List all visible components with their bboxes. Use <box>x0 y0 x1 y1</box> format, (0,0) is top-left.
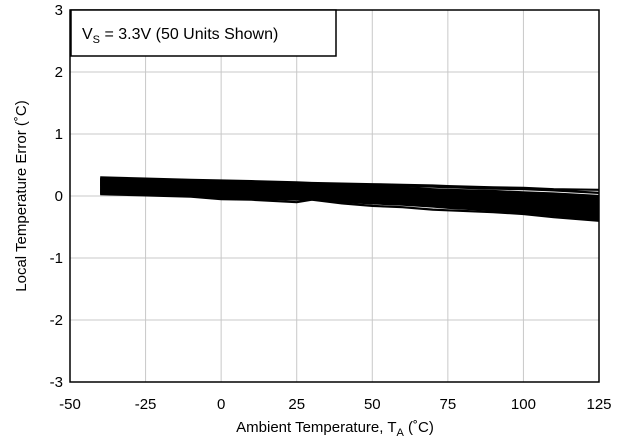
y-tick-label: -3 <box>50 374 63 391</box>
y-tick-label: 2 <box>55 64 63 81</box>
annotation-suffix: = 3.3V (50 Units Shown) <box>100 26 278 43</box>
x-tick-label: -25 <box>135 396 157 413</box>
x-tick-label: 100 <box>511 396 536 413</box>
series-line-29 <box>100 181 600 204</box>
x-tick-labels: -50 -25 0 25 50 75 100 125 <box>59 396 611 413</box>
x-axis-label-subscript: A <box>397 427 405 439</box>
x-tick-label: 50 <box>364 396 381 413</box>
y-tick-label: 0 <box>55 188 63 205</box>
annotation-box: VS = 3.3V (50 Units Shown) <box>70 9 337 57</box>
x-tick-label: 25 <box>288 396 305 413</box>
annotation-text: VS = 3.3V (50 Units Shown) <box>82 26 278 46</box>
x-tick-label: 0 <box>217 396 225 413</box>
x-tick-label: -50 <box>59 396 81 413</box>
y-tick-label: -1 <box>50 250 63 267</box>
annotation-prefix: V <box>82 26 93 43</box>
y-axis-label: Local Temperature Error (˚C) <box>13 100 30 291</box>
y-tick-label: -2 <box>50 312 63 329</box>
series-lines <box>100 176 600 222</box>
x-tick-label: 75 <box>440 396 457 413</box>
series-line-30 <box>100 183 600 208</box>
x-tick-label: 125 <box>586 396 611 413</box>
y-tick-label: 3 <box>55 2 63 19</box>
series-line-28 <box>100 178 600 202</box>
x-axis-label: Ambient Temperature, TA (˚C) <box>236 419 434 439</box>
y-tick-labels: -3 -2 -1 0 1 2 3 <box>50 2 63 391</box>
y-tick-label: 1 <box>55 126 63 143</box>
x-axis-label-prefix: Ambient Temperature, T <box>236 419 396 436</box>
x-axis-label-suffix: (˚C) <box>404 419 434 436</box>
series-line-1 <box>100 176 600 191</box>
series-line-27 <box>100 193 600 222</box>
annotation-subscript: S <box>93 34 100 46</box>
